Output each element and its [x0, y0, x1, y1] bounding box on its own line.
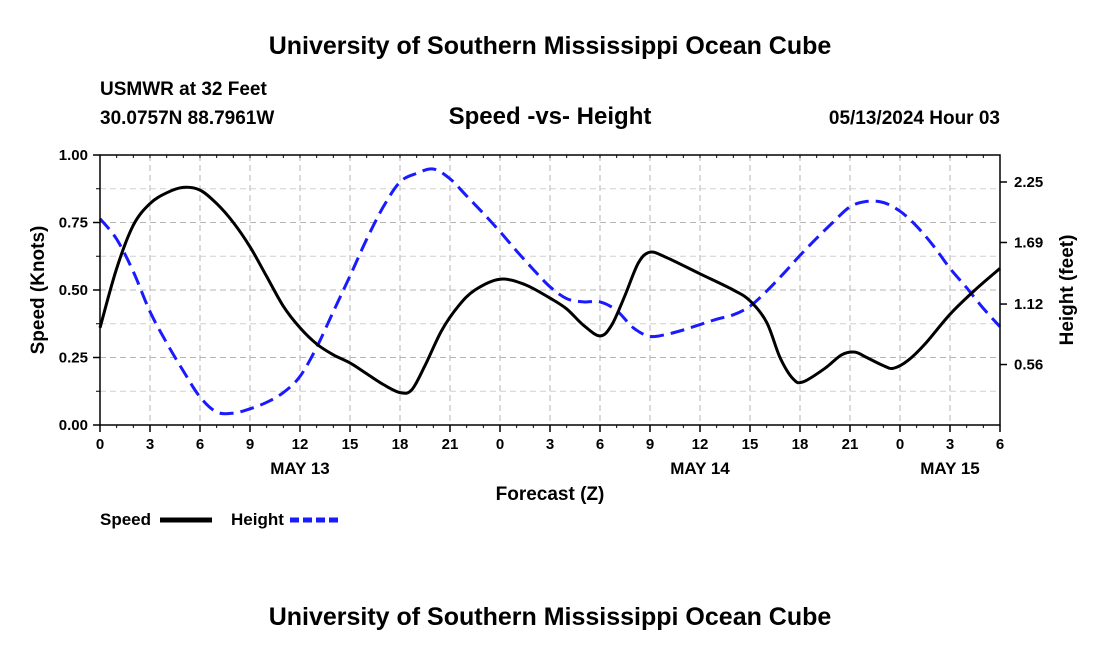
- x-tick-label: 6: [996, 436, 1004, 453]
- x-tick-labels: 0 3 6 9 12 15 18 21 0 3 6 9 12 15 18 21 0 3 6: [96, 436, 1004, 453]
- x-tick-label: 9: [646, 436, 654, 453]
- x-tick-label: 3: [946, 436, 954, 453]
- footer-title: University of Southern Mississippi Ocean…: [269, 603, 832, 631]
- x-axis-title: Forecast (Z): [496, 484, 605, 505]
- x-tick-label: 18: [792, 436, 809, 453]
- x-tick-label: 15: [342, 436, 359, 453]
- x-tick-label: 9: [246, 436, 254, 453]
- date-label: MAY 13: [270, 459, 330, 478]
- left-tick-label: 0.75: [59, 215, 88, 232]
- series-line-height: [98, 167, 1002, 416]
- right-tick-label: 2.25: [1014, 174, 1043, 191]
- date-label: MAY 15: [920, 459, 980, 478]
- date-labels: MAY 13 MAY 14 MAY 15: [270, 459, 980, 478]
- x-tick-label: 15: [742, 436, 759, 453]
- right-tick-label: 0.56: [1014, 357, 1043, 374]
- station-label: USMWR at 32 Feet: [100, 79, 267, 100]
- left-tick-label: 1.00: [59, 147, 88, 164]
- x-tick-label: 12: [292, 436, 309, 453]
- x-tick-label: 18: [392, 436, 409, 453]
- x-tick-label: 21: [842, 436, 859, 453]
- x-tick-label: 0: [496, 436, 504, 453]
- x-tick-label: 6: [596, 436, 604, 453]
- x-tick-label: 3: [546, 436, 554, 453]
- timestamp-label: 05/13/2024 Hour 03: [829, 108, 1000, 129]
- x-tick-label: 12: [692, 436, 709, 453]
- legend-speed-label: Speed: [100, 510, 151, 529]
- location-label: 30.0757N 88.7961W: [100, 108, 274, 129]
- left-axis-title: Speed (Knots): [28, 226, 49, 355]
- date-label: MAY 14: [670, 459, 730, 478]
- legend: Speed Height: [100, 510, 342, 529]
- right-axis-title: Height (feet): [1057, 235, 1078, 346]
- left-tick-label: 0.25: [59, 350, 88, 367]
- legend-height-label: Height: [231, 510, 284, 529]
- page-title: University of Southern Mississippi Ocean…: [269, 32, 832, 60]
- left-tick-labels: 0.00 0.25 0.50 0.75 1.00: [59, 147, 88, 434]
- x-tick-label: 3: [146, 436, 154, 453]
- grid-lines: [100, 155, 1000, 425]
- axis-ticks: [93, 154, 1007, 432]
- left-tick-label: 0.50: [59, 282, 88, 299]
- left-tick-label: 0.00: [59, 417, 88, 434]
- right-tick-label: 1.12: [1014, 296, 1043, 313]
- x-tick-label: 0: [896, 436, 904, 453]
- series-layer: [98, 167, 1002, 416]
- x-tick-label: 21: [442, 436, 459, 453]
- series-line-speed: [98, 185, 1001, 395]
- x-tick-label: 0: [96, 436, 104, 453]
- x-tick-label: 6: [196, 436, 204, 453]
- right-tick-label: 1.69: [1014, 234, 1043, 251]
- chart-title: Speed -vs- Height: [449, 103, 652, 130]
- right-tick-labels: 0.56 1.12 1.69 2.25: [1014, 174, 1043, 374]
